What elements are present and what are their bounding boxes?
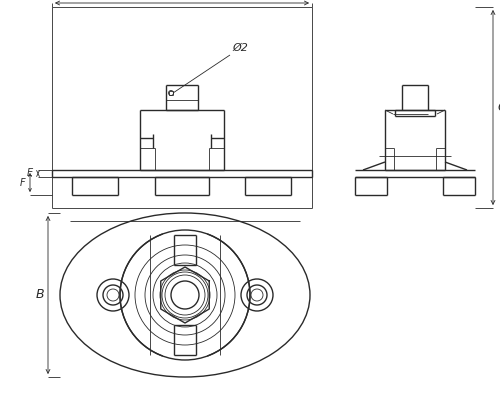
Text: C: C: [497, 101, 500, 114]
Text: F: F: [20, 178, 25, 188]
Text: E: E: [27, 168, 33, 178]
Text: B: B: [36, 288, 44, 302]
Text: Ø2: Ø2: [232, 43, 248, 53]
